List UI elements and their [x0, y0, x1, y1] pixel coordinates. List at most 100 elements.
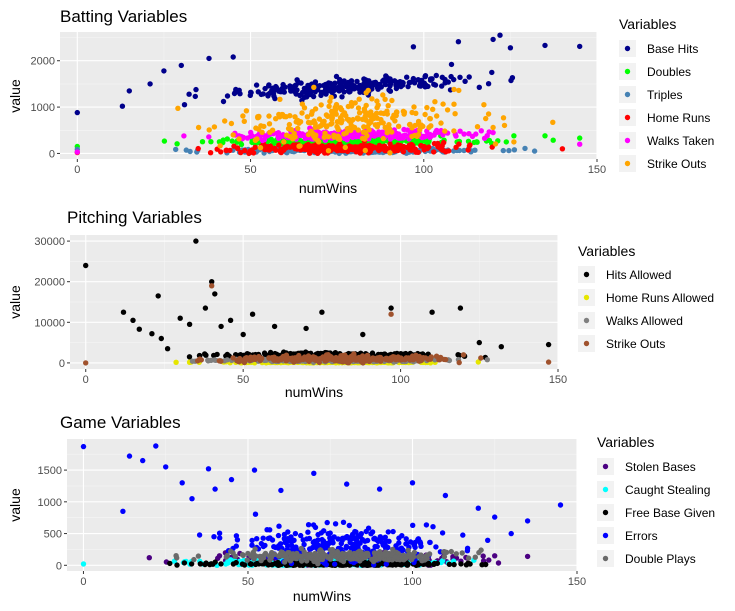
data-point [329, 546, 336, 553]
data-point [296, 130, 302, 136]
data-point [195, 553, 202, 559]
legend-label: Walks Taken [647, 134, 714, 148]
data-point [216, 530, 223, 536]
data-point [370, 129, 376, 135]
data-point [237, 91, 243, 97]
data-point [195, 145, 201, 152]
x-tick-label: 150 [549, 374, 567, 386]
data-point [283, 132, 290, 138]
data-point [206, 134, 212, 140]
data-point [224, 136, 230, 142]
data-point [506, 147, 512, 154]
data-point [223, 147, 230, 153]
data-point [324, 123, 330, 129]
data-point [149, 331, 155, 337]
data-point [377, 534, 383, 540]
data-point [266, 82, 272, 88]
data-point [277, 96, 283, 103]
data-point [375, 357, 381, 363]
data-point [422, 355, 429, 361]
data-point [304, 114, 311, 120]
data-point [559, 146, 566, 152]
data-point [315, 137, 321, 143]
data-point [361, 76, 367, 82]
data-point [474, 124, 481, 130]
data-point [275, 559, 281, 566]
data-point [418, 543, 424, 549]
data-point [239, 552, 246, 558]
data-point [231, 143, 237, 149]
data-point [186, 321, 193, 327]
data-point [366, 127, 372, 133]
data-point [241, 118, 247, 125]
y-tick-label: 1000 [31, 102, 55, 114]
data-point [275, 545, 282, 551]
data-point [290, 555, 297, 561]
legend-label: Double Plays [625, 552, 696, 566]
x-tick-label: 100 [403, 576, 421, 588]
data-point [181, 133, 187, 139]
legend-label: Triples [647, 88, 683, 102]
legend-swatch [583, 271, 590, 278]
data-point [188, 561, 195, 567]
data-point [451, 101, 457, 107]
data-point [417, 127, 423, 133]
data-point [485, 111, 492, 117]
data-point [228, 548, 234, 554]
data-point [362, 113, 368, 119]
data-point [177, 315, 183, 321]
data-point [199, 139, 206, 145]
data-point [285, 125, 292, 132]
data-point [333, 73, 340, 80]
data-point [451, 561, 457, 568]
legend-label: Stolen Bases [625, 460, 696, 474]
data-point [325, 148, 332, 154]
data-point [291, 88, 297, 94]
data-point [352, 528, 358, 535]
data-point [475, 505, 481, 511]
data-point [407, 551, 413, 558]
data-point [299, 110, 305, 116]
data-point [400, 547, 406, 553]
data-point [363, 117, 369, 123]
data-point [80, 443, 87, 450]
data-point [420, 80, 426, 87]
data-point [310, 522, 317, 528]
data-point [407, 357, 413, 363]
data-point [374, 543, 380, 550]
data-point [206, 55, 212, 62]
data-point [161, 138, 168, 144]
data-point [260, 535, 266, 541]
x-tick-label: 0 [80, 576, 86, 588]
data-point [329, 144, 335, 150]
data-point [400, 108, 407, 115]
data-point [252, 546, 258, 552]
data-point [333, 85, 339, 91]
x-tick-label: 0 [83, 374, 89, 386]
batting-legend-title: Variables [619, 16, 676, 32]
data-point [203, 352, 209, 358]
legend-swatch [602, 555, 609, 562]
data-point [557, 502, 564, 508]
data-point [119, 103, 126, 109]
data-point [214, 351, 220, 358]
data-point [376, 486, 383, 492]
data-point [435, 142, 441, 149]
data-point [287, 85, 293, 92]
data-point [408, 556, 415, 563]
data-point [249, 542, 255, 548]
data-point [270, 87, 277, 93]
data-point [426, 124, 432, 131]
data-point [441, 549, 448, 555]
data-point [433, 72, 439, 79]
data-point [385, 103, 391, 109]
data-point [175, 105, 181, 112]
data-point [257, 354, 263, 361]
data-point [381, 541, 387, 548]
game-legend-title: Variables [597, 434, 654, 450]
data-point [331, 134, 337, 140]
data-point [322, 130, 328, 136]
data-point [266, 355, 272, 361]
data-point [478, 355, 484, 361]
data-point [163, 464, 169, 470]
